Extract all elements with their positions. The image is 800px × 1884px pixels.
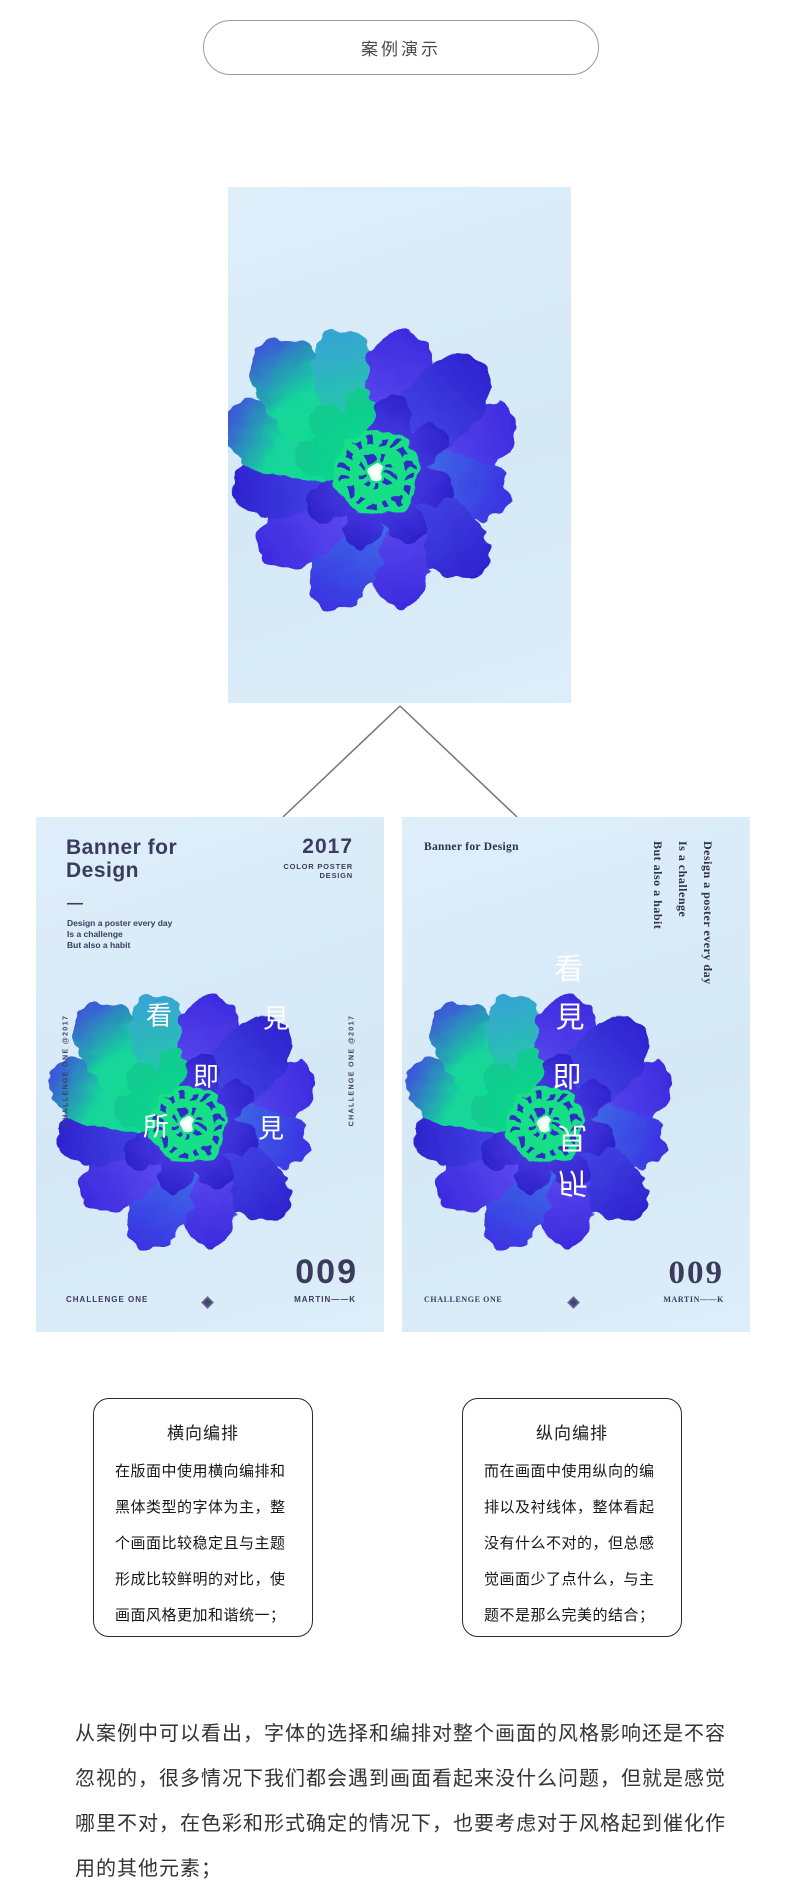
poster-tagline: Design a poster every day Is a challenge… — [67, 918, 173, 950]
footer-author: MARTIN——K — [294, 1295, 356, 1304]
cn-char: 即 — [552, 1062, 582, 1094]
diamond-icon — [201, 1296, 214, 1309]
conclusion-paragraph: 从案例中可以看出，字体的选择和编排对整个画面的风格影响还是不容忽视的，很多情况下… — [75, 1723, 726, 1880]
side-text-left: CHALLENGE ONE @2017 — [62, 1014, 70, 1127]
poster-tagline-vertical: Design a poster every day Is a challenge… — [651, 841, 715, 985]
cn-char: 看 — [145, 1000, 173, 1031]
cn-char-flipped: 見 — [557, 1121, 587, 1153]
poster-horizontal-layout: Banner for Design — Design a poster ever… — [36, 817, 384, 1332]
cn-char: 見 — [257, 1113, 285, 1144]
connector-lines — [282, 705, 518, 818]
poster-title: Banner for Design — [424, 841, 519, 853]
title-dash: — — [67, 895, 83, 912]
cn-char: 見 — [262, 1003, 290, 1034]
spiral-flower-artwork — [42, 922, 342, 1304]
poster-title: Banner for Design — [66, 836, 178, 882]
cn-char: 見 — [555, 1002, 585, 1034]
hero-poster — [228, 187, 571, 703]
footer-challenge: CHALLENGE ONE — [66, 1295, 149, 1304]
poster-year-block: 2017 COLOR POSTER DESIGN — [283, 835, 353, 880]
note-box-vertical: 纵向编排 而在画面中使用纵向的编排以及衬线体，整体看起没有什么不对的，但总感觉画… — [462, 1398, 682, 1637]
section-pill: 案例演示 — [203, 20, 599, 75]
spiral-flower-artwork — [228, 254, 546, 666]
cn-char: 即 — [192, 1061, 220, 1092]
poster-vertical-layout: Banner for Design Design a poster every … — [402, 817, 750, 1332]
cn-char: 所 — [142, 1111, 170, 1142]
note-box-horizontal: 横向编排 在版面中使用横向编排和黑体类型的字体为主，整个画面比较稳定且与主题形成… — [93, 1398, 313, 1637]
section-pill-label: 案例演示 — [361, 40, 441, 59]
diamond-icon — [567, 1296, 580, 1309]
poster-number: 009 — [295, 1253, 358, 1291]
cn-char-flipped: 所 — [558, 1166, 588, 1198]
note-body: 在版面中使用横向编排和黑体类型的字体为主，整个画面比较稳定且与主题形成比较鲜明的… — [115, 1463, 286, 1624]
footer-challenge: CHALLENGE ONE — [424, 1295, 503, 1304]
note-title: 纵向编排 — [536, 1424, 608, 1443]
side-text-right: CHALLENGE ONE @2017 — [348, 1014, 356, 1127]
poster-number: 009 — [668, 1255, 724, 1291]
footer-author: MARTIN——K — [663, 1295, 724, 1304]
cn-char: 看 — [554, 954, 584, 986]
year: 2017 — [302, 835, 353, 858]
year-subtitle: COLOR POSTER DESIGN — [283, 862, 353, 880]
note-body: 而在画面中使用纵向的编排以及衬线体，整体看起没有什么不对的，但总感觉画面少了点什… — [484, 1463, 655, 1624]
note-title: 横向编排 — [167, 1424, 239, 1443]
